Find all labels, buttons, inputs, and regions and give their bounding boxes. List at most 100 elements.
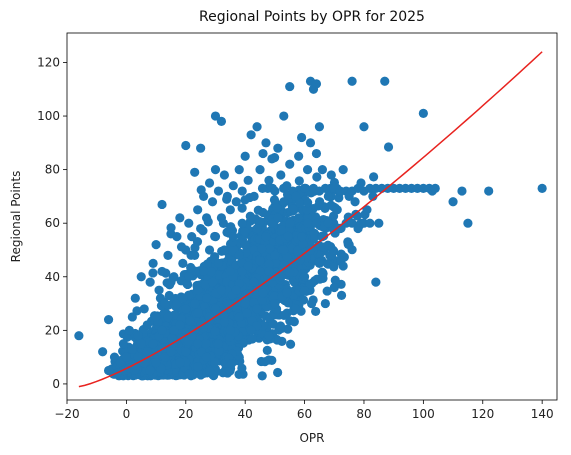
scatter-point [166,347,176,357]
scatter-point [205,366,215,377]
scatter-point [261,138,271,148]
scatter-point [314,258,325,268]
scatter-point [175,213,185,223]
scatter-point [338,261,348,271]
scatter-point [323,240,333,250]
scatter-point [305,138,316,148]
x-tick-label: −20 [54,407,79,421]
scatter-point [320,298,330,309]
x-tick-label: 20 [178,407,193,421]
scatter-point [219,245,229,255]
scatter-point [326,250,336,260]
x-axis-title: OPR [299,431,324,445]
scatter-point [457,186,467,196]
scatter-point [264,259,274,269]
scatter-point [124,325,134,335]
scatter-point [315,274,325,284]
scatter-point [169,272,179,282]
scatter-point [157,199,167,210]
scatter-point [299,183,310,193]
scatter-point [234,165,244,175]
scatter-point [484,186,494,196]
scatter-point [185,316,195,326]
scatter-point [369,172,379,182]
scatter-point [362,205,372,215]
scatter-point [383,142,394,152]
scatter-point [196,223,206,234]
scatter-point [252,122,262,132]
scatter-point [311,306,321,317]
scatter-point [265,244,275,254]
scatter-point [294,176,304,186]
scatter-point [269,195,280,205]
scatter-point [181,140,191,151]
scatter-point [297,231,307,242]
scatter-point [255,256,265,266]
scatter-point [243,261,253,271]
scatter-point [145,365,155,376]
scatter-point [207,277,218,287]
scatter-point [225,205,235,215]
scatter-point [314,122,325,132]
scatter-point [279,310,289,321]
scatter-point [332,205,342,215]
scatter-point [210,326,220,336]
scatter-point [178,258,188,268]
scatter-point [193,285,203,295]
scatter-point [261,231,271,242]
scatter-point [216,116,227,127]
scatter-point [307,299,317,309]
scatter-point [371,277,381,287]
scatter-point [151,240,161,250]
scatter-point [257,243,267,254]
scatter-point [193,205,203,215]
scatter-point [204,178,215,188]
scatter-point [272,203,282,213]
scatter-point [257,371,267,381]
scatter-point [282,252,292,262]
scatter-point [240,195,250,205]
scatter-point [344,240,354,250]
scatter-point [255,217,265,227]
scatter-point [182,279,192,289]
scatter-point [273,213,283,223]
scatter-point [246,325,256,335]
scatter-point [240,151,250,161]
scatter-point [285,159,295,169]
scatter-point [273,143,283,153]
scatter-point [317,165,327,175]
scatter-point [368,191,378,202]
scatter-point [127,312,137,322]
scatter-point [115,357,126,368]
scatter-point [335,223,345,234]
scatter-point [154,285,164,295]
y-tick-label: 0 [52,377,60,391]
x-axis-ticks: −20 0 20 40 60 80 100 120 140 [54,400,554,421]
scatter-point [270,250,280,260]
scatter-point [163,250,173,260]
fit-curve [78,51,543,388]
scatter-point [291,304,301,314]
scatter-point [190,250,200,260]
scatter-point [282,181,292,191]
y-tick-label: 20 [45,323,60,337]
scatter-point [222,191,232,202]
scatter-point [181,304,191,314]
x-tick-label: 80 [356,407,371,421]
scatter-point [237,186,247,196]
scatter-point [213,186,224,196]
scatter-point [136,272,146,282]
scatter-point [258,288,268,298]
scatter-point [308,234,319,244]
scatter-point [204,245,215,255]
scatter-point [201,293,212,303]
scatter-point [326,170,336,180]
x-tick-label: 120 [471,407,494,421]
scatter-point [103,315,114,325]
scatter-point [184,218,194,228]
scatter-point [157,325,167,335]
scatter-point [279,245,289,255]
scatter-point [213,270,224,280]
scatter-point [305,279,315,290]
scatter-point [148,268,158,278]
